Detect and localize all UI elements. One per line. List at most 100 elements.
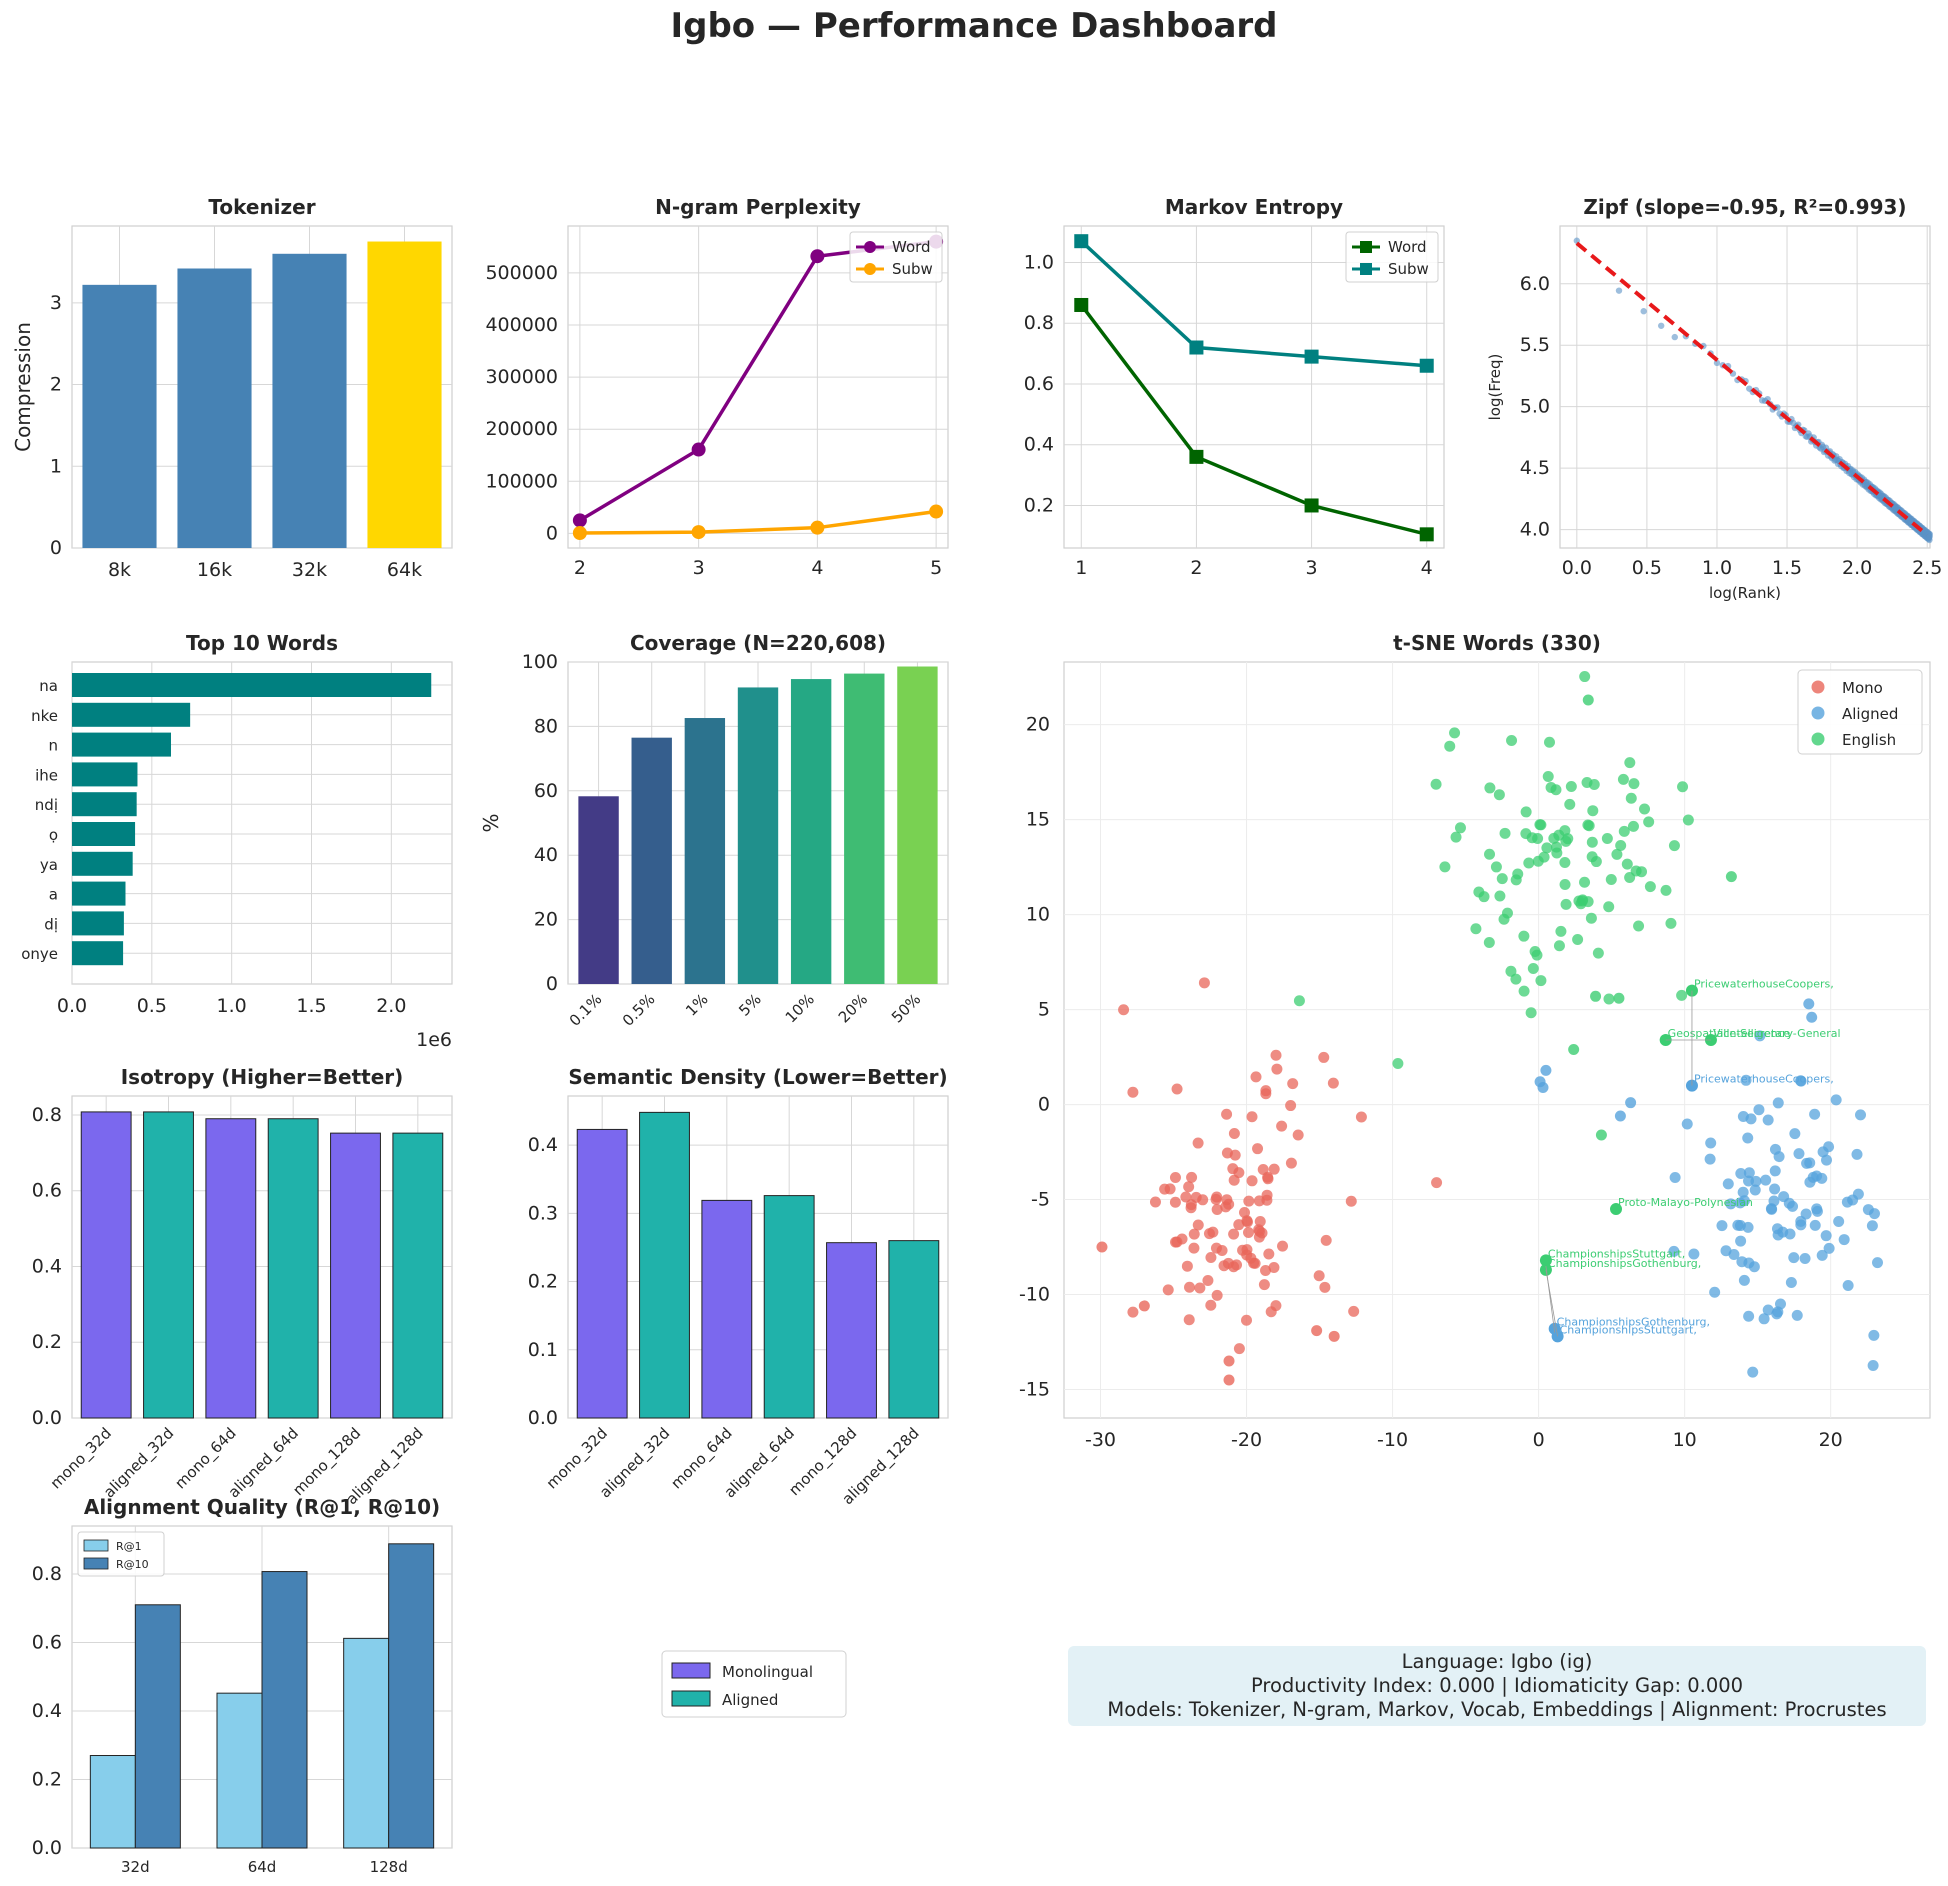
info-models: Models: Tokenizer, N-gram, Markov, Vocab… [1107, 1698, 1887, 1721]
tsne-point-english [1430, 778, 1442, 790]
markov-point [1074, 297, 1089, 312]
tsne-point-mono [1188, 1228, 1200, 1240]
topwords-ytick-label: n [48, 737, 58, 755]
tsne-point-mono [1096, 1241, 1108, 1253]
tsne-point-english [1579, 876, 1591, 888]
markov-ytick-label: 0.2 [1024, 494, 1054, 516]
zipf-ylabel: log(Freq) [1486, 354, 1504, 421]
tsne-point-aligned [1830, 1094, 1842, 1106]
tsne-point-english [1676, 989, 1688, 1001]
tsne-point-mono [1197, 1194, 1209, 1206]
isotropy-bar [80, 1111, 132, 1419]
tsne-point-mono [1205, 1252, 1217, 1264]
tsne-point-mono [1169, 1172, 1181, 1184]
tsne-point-mono [1118, 1004, 1130, 1016]
tokenizer-bar [272, 253, 347, 548]
tsne-ytick-label: 10 [1026, 904, 1050, 926]
topwords-bar [72, 941, 124, 966]
tsne-point-english [1499, 827, 1511, 839]
tsne-point-mono [1241, 1314, 1253, 1326]
tsne-point-mono [1246, 1111, 1258, 1123]
ngram-point [691, 525, 706, 540]
tsne-point-aligned [1709, 1286, 1721, 1298]
topwords-bar [72, 851, 133, 876]
tsne-legend-marker [1811, 732, 1825, 746]
tsne-annotation: PricewaterhouseCoopers, [1694, 978, 1834, 991]
tsne-legend-label: Mono [1842, 679, 1883, 697]
markov-xtick-label: 4 [1421, 557, 1433, 579]
isotropy-title: Isotropy (Higher=Better) [121, 1065, 404, 1089]
topwords-panel: Top 10 Words 0.0 0.5 1.0 1.5 2.0 1e6 na nke n ihe n… [21, 631, 453, 1051]
tsne-point-aligned [1681, 1118, 1693, 1130]
tsne-point-aligned [1722, 1178, 1734, 1190]
tsne-point-aligned [1743, 1310, 1755, 1322]
zipf-xtick-label: 1.5 [1772, 557, 1802, 579]
tsne-ytick-label: -5 [1031, 1189, 1050, 1211]
tsne-point-aligned [1754, 1030, 1766, 1042]
coverage-xtick-label: 5% [735, 990, 765, 1020]
tsne-point-english [1542, 770, 1554, 782]
density-bar [639, 1111, 690, 1419]
isotropy-bar [330, 1132, 381, 1419]
topwords-xtick-label: 2.0 [376, 995, 406, 1017]
tsne-point-english [1572, 933, 1584, 945]
tsne-xtick-label: -20 [1231, 1429, 1262, 1451]
tsne-point-english [1725, 871, 1737, 883]
zipf-point [1926, 531, 1933, 538]
tsne-point-english [1573, 895, 1585, 907]
tsne-point-english [1484, 782, 1496, 794]
tsne-point-aligned [1768, 1195, 1780, 1207]
tsne-point-english [1520, 806, 1532, 818]
tsne-point-english [1559, 878, 1571, 890]
alignment-title: Alignment Quality (R@1, R@10) [84, 1495, 440, 1519]
alignment-xtick-label: 32d [121, 1858, 150, 1876]
tsne-ytick-label: 15 [1026, 809, 1050, 831]
tsne-point-aligned [1783, 1197, 1795, 1209]
topwords-bar [72, 822, 136, 846]
tsne-point-mono [1253, 1224, 1265, 1236]
density-title: Semantic Density (Lower=Better) [568, 1065, 947, 1089]
tsne-point-english [1293, 995, 1305, 1007]
ngram-point [572, 513, 587, 528]
zipf-panel: Zipf (slope=-0.95, R²=0.993) 4.0 4.5 5.0 5.5… [1486, 195, 1942, 602]
zipf-xlabel: log(Rank) [1709, 584, 1781, 602]
tsne-point-english [1518, 930, 1530, 942]
tsne-point-mono [1228, 1228, 1240, 1240]
zipf-ytick-label: 6.0 [1520, 273, 1550, 295]
tsne-point-mono [1149, 1196, 1161, 1208]
tsne-point-mono [1257, 1164, 1269, 1176]
tsne-point-english [1630, 865, 1642, 877]
tsne-point-english [1484, 848, 1496, 860]
tsne-point-mono [1270, 1300, 1282, 1312]
tsne-point-english [1625, 792, 1637, 804]
markov-point [1304, 349, 1319, 364]
zipf-point [1657, 322, 1665, 329]
tsne-point-english [1532, 855, 1544, 867]
tsne-point-aligned [1803, 998, 1815, 1010]
markov-point [1189, 340, 1204, 355]
tsne-point-english [1473, 886, 1485, 898]
tsne-point-english [1603, 901, 1615, 913]
tsne-point-aligned [1537, 1081, 1549, 1093]
tsne-point-english [1496, 873, 1508, 885]
coverage-title: Coverage (N=220,608) [630, 631, 886, 655]
tsne-point-english [1532, 833, 1544, 845]
tokenizer-bar [367, 241, 442, 548]
tsne-point-aligned [1737, 1186, 1749, 1198]
markov-line-word [1079, 303, 1428, 537]
coverage-ytick-label: 80 [534, 715, 558, 737]
tsne-point-mono [1127, 1086, 1139, 1098]
tsne-point-aligned [1771, 1308, 1783, 1320]
zipf-fit-line [1575, 241, 1929, 537]
tsne-point-english [1677, 781, 1689, 793]
tsne-point-mono [1223, 1374, 1235, 1386]
tsne-xtick-label: -30 [1085, 1429, 1116, 1451]
markov-ytick-label: 0.6 [1024, 373, 1054, 395]
density-ytick-label: 0.3 [528, 1202, 558, 1224]
tsne-point-english [1535, 975, 1547, 987]
topwords-title: Top 10 Words [186, 631, 338, 655]
tsne-point-aligned [1784, 1228, 1796, 1240]
tsne-point-mono [1328, 1330, 1340, 1342]
tokenizer-ytick-label: 0 [50, 537, 62, 559]
alignment-legend-swatch [83, 1539, 109, 1552]
